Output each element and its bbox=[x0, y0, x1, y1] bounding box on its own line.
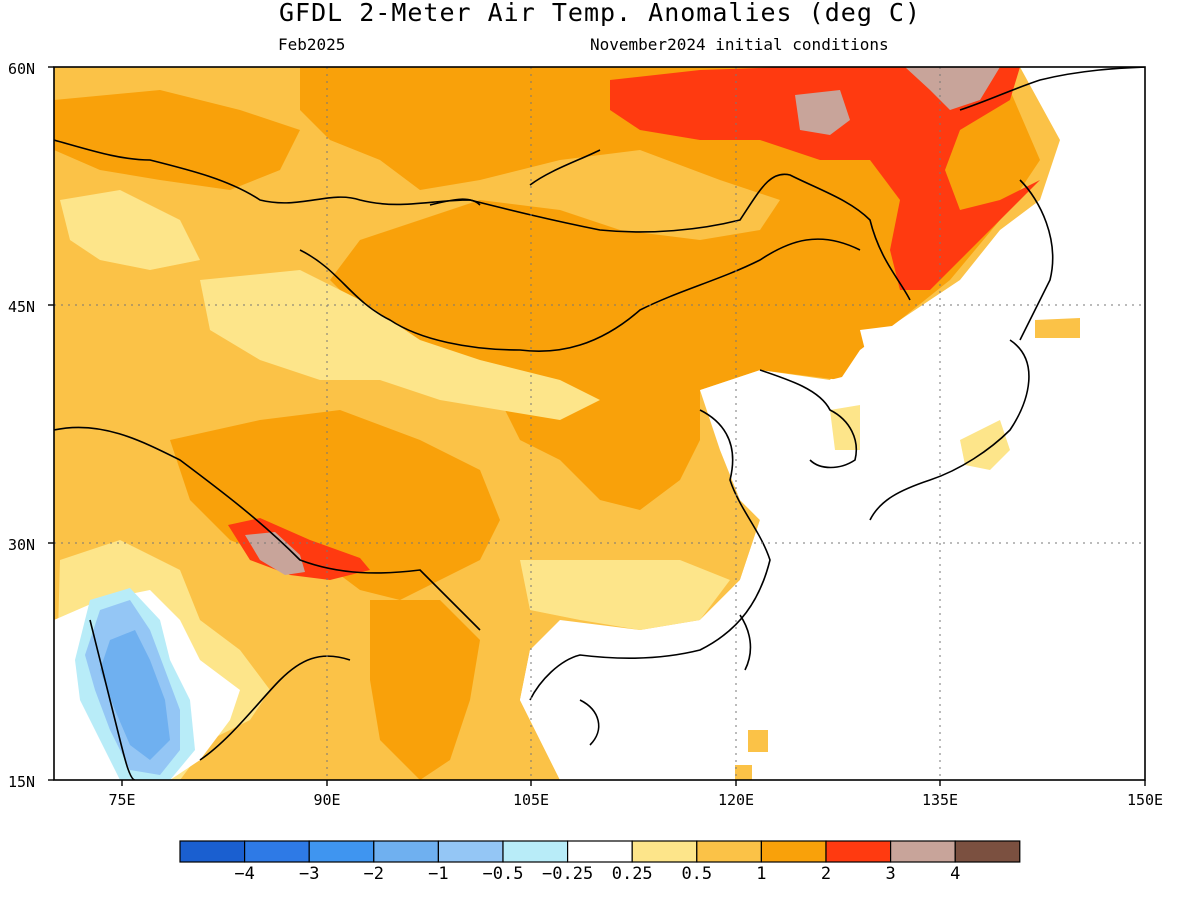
coast-korea bbox=[759, 369, 857, 469]
lon-label-150e: 150E bbox=[1127, 791, 1163, 809]
lon-label-135e: 135E bbox=[922, 791, 958, 809]
colorbar-swatch bbox=[631, 840, 698, 863]
colorbar-tick-label: 0.25 bbox=[612, 864, 653, 884]
lon-label-105e: 105E bbox=[513, 791, 549, 809]
forecast-month: Feb2025 bbox=[278, 35, 346, 54]
colorbar-swatch bbox=[566, 840, 633, 863]
map-title: GFDL 2-Meter Air Temp. Anomalies (deg C) bbox=[278, 0, 922, 27]
anomaly-region-luzon-north bbox=[748, 730, 768, 752]
colorbar-tick-label: −3 bbox=[299, 864, 319, 884]
colorbar-swatch bbox=[308, 840, 375, 863]
map-frame bbox=[53, 66, 1146, 781]
colorbar-tick-label: −1 bbox=[428, 864, 448, 884]
border-russia-south bbox=[54, 139, 911, 301]
colorbar-tick-label: 4 bbox=[950, 864, 960, 884]
anomaly-region-neg1to2 bbox=[100, 630, 170, 760]
axis-ticks bbox=[48, 66, 1146, 786]
lon-label-75e: 75E bbox=[108, 791, 135, 809]
colorbar-swatch bbox=[954, 840, 1021, 863]
coast-japan bbox=[869, 339, 1030, 521]
ocean-east-china-sea bbox=[640, 470, 900, 720]
anomaly-fields bbox=[54, 67, 1145, 780]
anomaly-region-0.5to1-south bbox=[520, 560, 730, 630]
anomaly-region-2to3-tibet bbox=[170, 410, 500, 600]
colorbar-swatch bbox=[244, 840, 310, 863]
colorbar-tick-label: 1 bbox=[756, 864, 766, 884]
colorbar-tick-label: 0.5 bbox=[681, 864, 712, 884]
anomaly-region-4plus-northeast-a bbox=[905, 67, 1000, 110]
border-china-south-asia bbox=[54, 426, 481, 631]
anomaly-region-2to3-indochina bbox=[370, 600, 480, 780]
lake-baikal bbox=[429, 149, 601, 206]
colorbar-tick-label: 2 bbox=[821, 864, 831, 884]
initial-conditions: November2024 initial conditions bbox=[590, 35, 889, 54]
anomaly-region-luzon bbox=[735, 765, 752, 780]
lat-label-30n: 30N bbox=[8, 536, 35, 554]
colorbar-swatch bbox=[179, 840, 246, 863]
colorbar-swatch bbox=[502, 840, 569, 863]
lat-label-60n: 60N bbox=[8, 60, 35, 78]
anomaly-region-korea bbox=[830, 405, 860, 450]
colorbar-tick-label: 3 bbox=[885, 864, 895, 884]
colorbar-swatch bbox=[825, 840, 892, 863]
coastlines-and-borders bbox=[54, 67, 1145, 780]
colorbar-tick-label: −4 bbox=[234, 864, 254, 884]
anomaly-region-hokkaido bbox=[1035, 318, 1080, 338]
colorbar-swatch bbox=[889, 840, 956, 863]
colorbar-swatch bbox=[437, 840, 504, 863]
border-mongolia-china bbox=[299, 238, 861, 353]
anomaly-region-4plus-northeast-b bbox=[795, 90, 850, 135]
colorbar-tick-label: −0.5 bbox=[483, 864, 524, 884]
lat-label-15n: 15N bbox=[8, 773, 35, 791]
coast-hainan bbox=[579, 699, 600, 746]
colorbar-tick-label: −0.25 bbox=[542, 864, 593, 884]
coast-taiwan bbox=[739, 614, 752, 671]
coast-sakhalin bbox=[1019, 179, 1054, 341]
colorbar-swatch bbox=[760, 840, 827, 863]
anomaly-region-4plus-himalaya bbox=[245, 532, 305, 575]
coast-china-east bbox=[529, 409, 771, 701]
coast-bay-of-bengal bbox=[199, 655, 351, 761]
anomaly-region-2to3-north bbox=[300, 67, 1040, 510]
anomaly-region-3to4-northeast bbox=[610, 67, 1040, 290]
coast-india-west bbox=[89, 619, 136, 780]
colorbar: −4 −3 −2 −1 −0.5 −0.25 0.25 0.5 1 2 3 4 bbox=[179, 840, 1021, 884]
colorbar-swatch bbox=[696, 840, 762, 863]
lon-label-90e: 90E bbox=[313, 791, 340, 809]
anomaly-region-japan bbox=[960, 420, 1010, 470]
ocean-pacific bbox=[520, 260, 1145, 780]
lon-label-120e: 120E bbox=[718, 791, 754, 809]
anomaly-region-0.5to1-basin bbox=[200, 270, 600, 420]
anomaly-region-0.5to1-kazakh bbox=[60, 190, 200, 270]
colorbar-tick-label: −2 bbox=[364, 864, 384, 884]
coast-okhotsk bbox=[959, 67, 1145, 111]
colorbar-swatch bbox=[373, 840, 439, 863]
lat-label-45n: 45N bbox=[8, 298, 35, 316]
anomaly-region-2to3-west bbox=[54, 90, 300, 190]
